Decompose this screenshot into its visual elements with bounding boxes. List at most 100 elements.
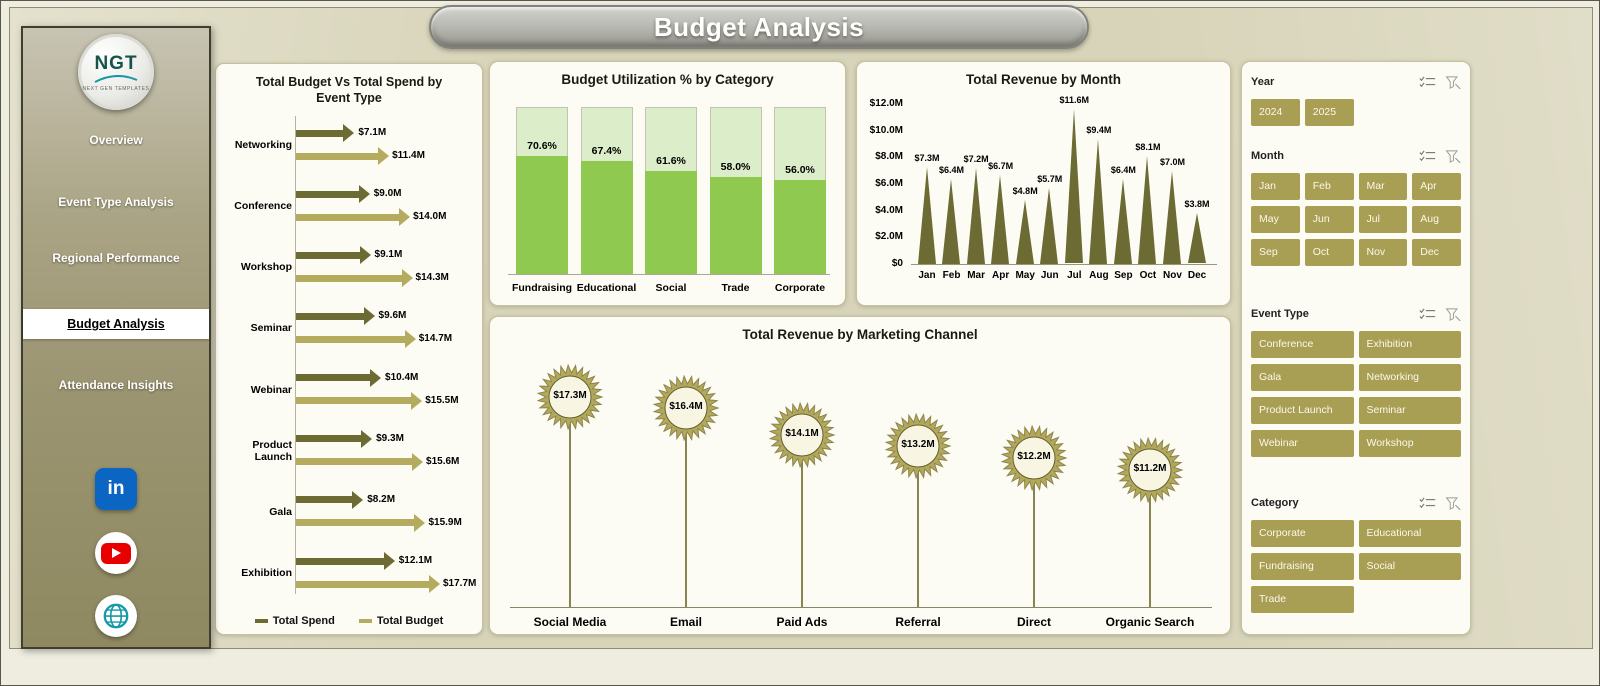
bar-fill[interactable]	[516, 156, 568, 274]
sidebar-item-overview[interactable]: Overview	[89, 133, 143, 147]
month-triangle[interactable]	[1089, 138, 1108, 264]
arrow-bar[interactable]	[296, 152, 379, 160]
arrow-bar[interactable]	[296, 274, 402, 282]
starburst-marker[interactable]	[1116, 436, 1184, 504]
month-triangle[interactable]	[1015, 200, 1034, 264]
lollipop-stem	[1033, 457, 1035, 607]
arrow-bar[interactable]	[296, 580, 429, 588]
arrow-head	[414, 513, 426, 532]
channel-value-label: $16.4M	[669, 400, 703, 412]
filter-option-mar[interactable]: Mar	[1358, 173, 1408, 200]
x-tick-label: Aug	[1089, 270, 1109, 281]
arrow-bar[interactable]	[296, 435, 362, 443]
multi-select-icon[interactable]	[1419, 307, 1436, 321]
starburst-marker[interactable]	[652, 374, 720, 442]
filter-option-conference[interactable]: Conference	[1251, 331, 1354, 358]
bar-fill[interactable]	[774, 180, 826, 274]
arrow-bar[interactable]	[296, 374, 371, 382]
arrow-bar[interactable]	[296, 213, 400, 221]
filter-option-may[interactable]: May	[1251, 206, 1300, 233]
month-triangle[interactable]	[1113, 178, 1132, 264]
sidebar-item-regional-performance[interactable]: Regional Performance	[52, 251, 180, 265]
filter-option-social[interactable]: Social	[1358, 553, 1461, 580]
month-triangle[interactable]	[1163, 170, 1181, 264]
clear-filter-icon[interactable]	[1445, 307, 1461, 322]
x-tick-label: Social	[655, 282, 687, 294]
filter-option-sep[interactable]: Sep	[1251, 239, 1300, 266]
starburst-marker[interactable]	[884, 412, 952, 480]
filter-option-product-launch[interactable]: Product Launch	[1251, 397, 1354, 424]
filter-option-aug[interactable]: Aug	[1412, 206, 1461, 233]
arrow-bar[interactable]	[296, 557, 384, 565]
multi-select-icon[interactable]	[1419, 496, 1436, 510]
filter-option-fundraising[interactable]: Fundraising	[1251, 553, 1354, 580]
filter-option-feb[interactable]: Feb	[1304, 173, 1354, 200]
starburst-marker[interactable]	[1000, 424, 1068, 492]
filter-option-trade[interactable]: Trade	[1251, 586, 1354, 613]
filter-option-exhibition[interactable]: Exhibition	[1358, 331, 1461, 358]
linkedin-icon[interactable]: in	[95, 468, 137, 510]
arrow-head	[343, 124, 355, 142]
sidebar-item-event-type-analysis[interactable]: Event Type Analysis	[58, 195, 174, 209]
arrow-head	[359, 246, 371, 265]
filter-option-jul[interactable]: Jul	[1358, 206, 1408, 233]
filter-option-corporate[interactable]: Corporate	[1251, 520, 1354, 547]
filter-option-educational[interactable]: Educational	[1358, 520, 1461, 547]
arrow-bar[interactable]	[296, 190, 359, 198]
bar-fill[interactable]	[709, 177, 762, 274]
month-triangle[interactable]	[966, 168, 985, 264]
sidebar-item-attendance-insights[interactable]: Attendance Insights	[58, 378, 174, 392]
arrow-bar[interactable]	[296, 458, 413, 466]
filter-option-networking[interactable]: Networking	[1358, 364, 1461, 391]
clear-filter-icon[interactable]	[1445, 149, 1461, 164]
arrow-bar[interactable]	[296, 129, 344, 137]
month-triangle[interactable]	[942, 178, 961, 264]
globe-icon[interactable]	[95, 595, 137, 637]
multi-select-icon[interactable]	[1419, 149, 1436, 163]
percent-label: 58.0%	[720, 161, 751, 174]
month-triangle[interactable]	[1187, 213, 1206, 264]
starburst-marker[interactable]	[768, 401, 836, 469]
budget-value-label: $14.0M	[413, 211, 447, 223]
logo-swoosh-icon	[94, 74, 138, 83]
arrow-bar[interactable]	[296, 335, 405, 343]
legend-label-budget: Total Budget	[376, 615, 444, 627]
sidebar-item-budget-analysis[interactable]: Budget Analysis	[23, 309, 209, 339]
month-triangle[interactable]	[1040, 188, 1059, 264]
filter-option-nov[interactable]: Nov	[1358, 239, 1408, 266]
month-triangle[interactable]	[1138, 156, 1157, 264]
filter-option-jan[interactable]: Jan	[1251, 173, 1300, 200]
arrow-head	[412, 452, 424, 471]
clear-filter-icon[interactable]	[1445, 75, 1461, 90]
arrow-bar[interactable]	[296, 397, 412, 405]
filter-option-webinar[interactable]: Webinar	[1251, 430, 1354, 457]
lollipop-stem	[685, 407, 687, 607]
spend-value-label: $12.1M	[398, 555, 433, 567]
filter-option-dec[interactable]: Dec	[1412, 239, 1461, 266]
clear-filter-icon[interactable]	[1445, 496, 1461, 511]
bar-fill[interactable]	[645, 171, 697, 274]
filter-option-gala[interactable]: Gala	[1251, 364, 1354, 391]
filter-option-oct[interactable]: Oct	[1304, 239, 1354, 266]
filter-option-workshop[interactable]: Workshop	[1358, 430, 1461, 457]
bar-fill[interactable]	[580, 161, 633, 274]
value-label: $7.3M	[914, 152, 940, 163]
arrow-bar[interactable]	[296, 519, 415, 527]
filter-option-2025[interactable]: 2025	[1304, 99, 1354, 126]
arrow-bar[interactable]	[296, 312, 364, 320]
arrow-head	[370, 368, 382, 387]
starburst-marker[interactable]	[536, 363, 604, 431]
filter-option-2024[interactable]: 2024	[1251, 99, 1300, 126]
youtube-icon[interactable]	[95, 532, 137, 574]
month-triangle[interactable]	[917, 166, 936, 264]
linkedin-glyph: in	[107, 478, 125, 499]
multi-select-icon[interactable]	[1419, 75, 1436, 89]
filter-option-seminar[interactable]: Seminar	[1358, 397, 1461, 424]
filter-option-jun[interactable]: Jun	[1304, 206, 1354, 233]
arrow-bar[interactable]	[296, 251, 360, 259]
month-triangle[interactable]	[1064, 109, 1083, 264]
filter-option-apr[interactable]: Apr	[1412, 173, 1461, 200]
arrow-bar[interactable]	[296, 496, 353, 504]
month-triangle[interactable]	[991, 174, 1010, 264]
filter-options-month: Jan Feb Mar Apr May Jun Jul Aug Sep Oct Nov Dec	[1251, 173, 1461, 266]
